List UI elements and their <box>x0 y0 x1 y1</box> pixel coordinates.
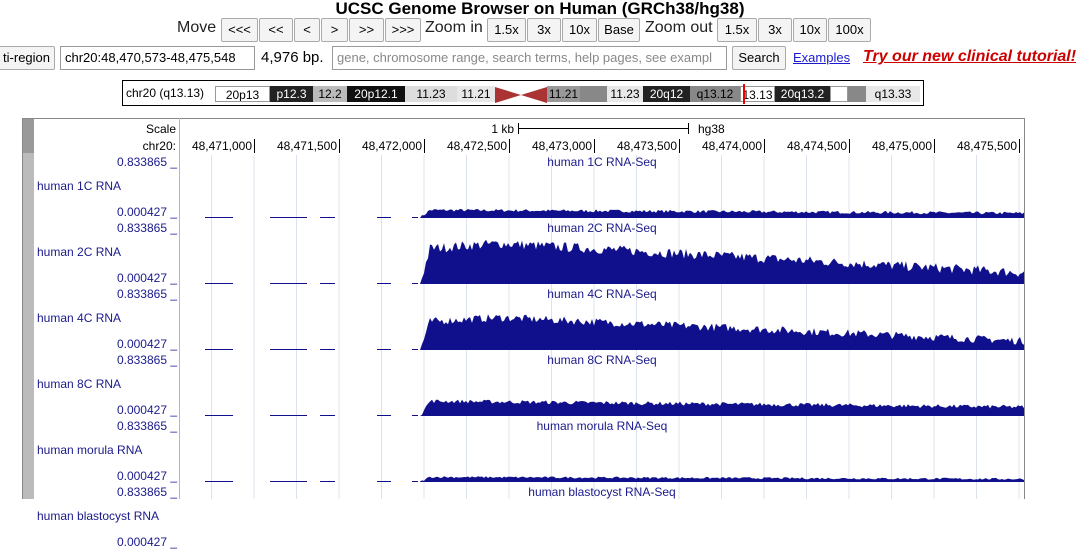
track-min-label: 0.000427 _ <box>116 535 177 549</box>
multi-region-button[interactable]: ti-region <box>0 46 55 70</box>
zoom-in-label: Zoom in <box>425 19 483 36</box>
ideogram-band: 20q13.2 <box>775 86 830 102</box>
track-name: human 2C RNA <box>37 245 122 259</box>
ruler-position: 48,471,500 <box>276 139 337 153</box>
track-name: human blastocyst RNA <box>37 509 160 523</box>
track-name: human 8C RNA <box>37 377 122 391</box>
centromere <box>521 87 547 103</box>
scale-label: Scale <box>145 122 176 136</box>
zoom-out-button[interactable]: 10x <box>793 18 827 42</box>
ideogram-band: q13.12 <box>690 86 740 102</box>
track-max-label: 0.833865 _ <box>116 419 177 433</box>
track-title: human 4C RNA-Seq <box>547 287 657 301</box>
track-min-label: 0.000427 _ <box>116 469 177 483</box>
scale-bar-label: 1 kb <box>491 122 514 136</box>
search-button[interactable]: Search <box>732 46 786 70</box>
move-button[interactable]: < <box>294 18 320 42</box>
ruler-position: 48,474,500 <box>786 139 847 153</box>
chrom-label: chr20: <box>142 139 176 153</box>
track-max-label: 0.833865 _ <box>116 155 177 169</box>
move-button[interactable]: >>> <box>385 18 421 42</box>
ruler-position: 48,475,500 <box>956 139 1017 153</box>
track-max-label: 0.833865 _ <box>116 353 177 367</box>
signal <box>420 476 1024 482</box>
zoom-in-button[interactable]: 1.5x <box>487 18 526 42</box>
track-min-label: 0.000427 _ <box>116 337 177 351</box>
zoom-out-button[interactable]: 1.5x <box>717 18 757 42</box>
zoom-in-button[interactable]: 10x <box>562 18 597 42</box>
zoom-out-button[interactable]: 3x <box>758 18 792 42</box>
track-min-label: 0.000427 _ <box>116 205 177 219</box>
ideogram-band: 20p13 <box>215 86 270 102</box>
side-bar <box>23 119 34 499</box>
assembly-label: hg38 <box>698 122 725 136</box>
signal <box>420 239 1024 284</box>
track-max-label: 0.833865 _ <box>116 221 177 235</box>
track-title: human morula RNA-Seq <box>536 419 668 433</box>
ideogram-band: p12.3 <box>270 86 313 102</box>
move-button[interactable]: > <box>321 18 348 42</box>
signal <box>420 208 1024 218</box>
side-bar <box>23 119 34 153</box>
ruler-position: 48,471,000 <box>191 139 252 153</box>
ideogram-band <box>830 86 848 102</box>
ruler-position: 48,472,500 <box>446 139 507 153</box>
track-title: human 2C RNA-Seq <box>547 221 657 235</box>
ideogram-band: 20p12.1 <box>347 86 405 102</box>
ideogram-band: 12.2 <box>313 86 347 102</box>
ruler-position: 48,472,000 <box>361 139 422 153</box>
position-input[interactable]: chr20:48,470,573-48,475,548 <box>60 46 255 70</box>
size-label: 4,976 bp. <box>261 49 324 66</box>
ideogram-band: 13.13 <box>740 86 775 102</box>
search-input[interactable]: gene, chromosome range, search terms, he… <box>332 46 727 70</box>
track-min-label: 0.000427 _ <box>116 403 177 417</box>
track-name: human morula RNA <box>37 443 143 457</box>
ruler-position: 48,474,000 <box>701 139 762 153</box>
ruler-position: 48,473,500 <box>616 139 677 153</box>
zoom-out-button[interactable]: 100x <box>828 18 871 42</box>
tracks-canvas <box>22 84 1025 499</box>
ideogram-band: 11.21 <box>457 86 495 102</box>
track-title: human 8C RNA-Seq <box>547 353 657 367</box>
ruler-position: 48,475,000 <box>871 139 932 153</box>
examples-link[interactable]: Examples <box>793 50 851 65</box>
track-max-label: 0.833865 _ <box>116 485 177 499</box>
ideogram-band: q13.33 <box>866 86 920 102</box>
ruler-position: 48,473,000 <box>531 139 592 153</box>
track-name: human 1C RNA <box>37 179 122 193</box>
tutorial-link[interactable]: Try our new clinical tutorial! <box>863 48 1077 65</box>
ideogram-band <box>848 86 866 102</box>
track-min-label: 0.000427 _ <box>116 271 177 285</box>
ideogram-band <box>580 86 607 102</box>
move-button[interactable]: << <box>259 18 293 42</box>
move-button[interactable]: <<< <box>221 18 258 42</box>
ideogram-frame <box>122 80 924 106</box>
signal <box>420 314 1024 350</box>
zoom-in-button[interactable]: 3x <box>527 18 561 42</box>
track-name: human 4C RNA <box>37 311 122 325</box>
move-label: Move <box>177 19 217 36</box>
zoom-in-button[interactable]: Base <box>598 18 640 42</box>
track-title: human blastocyst RNA-Seq <box>528 485 676 499</box>
track-max-label: 0.833865 _ <box>116 287 177 301</box>
track-title: human 1C RNA-Seq <box>547 155 657 169</box>
move-button[interactable]: >> <box>349 18 384 42</box>
ideogram-band: 11.23 <box>405 86 457 102</box>
centromere <box>495 87 521 103</box>
ideogram-band: 11.23 <box>607 86 643 102</box>
ideogram-band: 20q12 <box>643 86 690 102</box>
ideogram-label: chr20 (q13.13) <box>126 86 205 100</box>
page-title: UCSC Genome Browser on Human (GRCh38/hg3… <box>335 0 745 18</box>
signal <box>420 399 1024 416</box>
ideogram-band: 11.21 <box>547 86 580 102</box>
track-frame <box>22 118 1025 499</box>
zoom-out-label: Zoom out <box>645 19 713 36</box>
